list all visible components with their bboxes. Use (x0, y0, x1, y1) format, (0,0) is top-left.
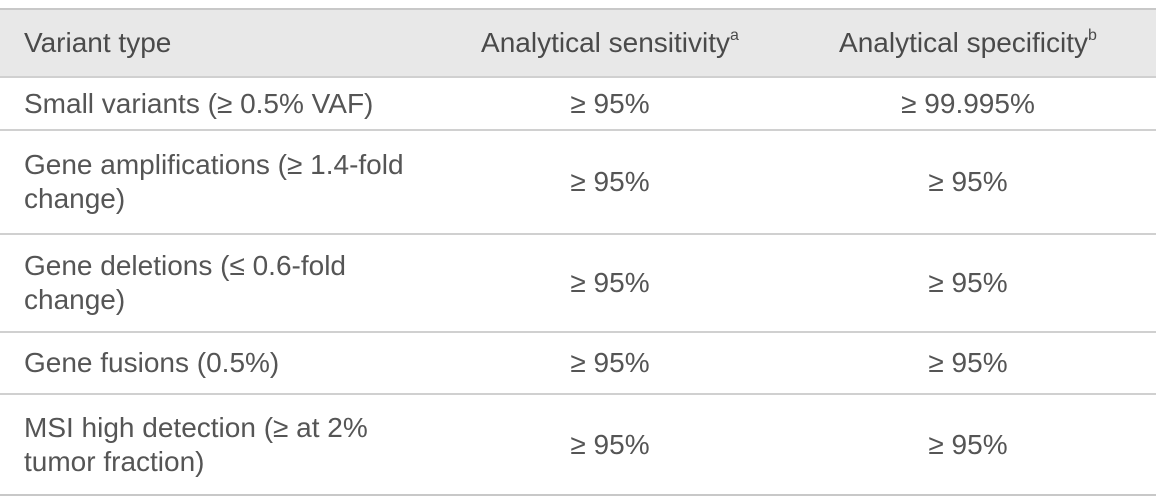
header-text: Analytical specificity (839, 27, 1089, 58)
table-cell: ≥ 99.995% (780, 76, 1156, 130)
table-cell: ≥ 95% (440, 393, 780, 496)
header-cell: Analytical sensitivitya (440, 8, 780, 77)
table-cell: ≥ 95% (440, 331, 780, 394)
cell-text: Small variants (≥ 0.5% VAF) (24, 87, 374, 119)
cell-text: ≥ 99.995% (901, 87, 1035, 119)
cell-text: ≥ 95% (570, 428, 650, 460)
cell-text: Gene deletions (≤ 0.6-fold change) (24, 250, 346, 315)
table-body: Small variants (≥ 0.5% VAF) ≥ 95% ≥ 99.995… (0, 76, 1156, 496)
table-row: MSI high detection (≥ at 2% tumor fracti… (0, 393, 1156, 496)
table-cell: ≥ 95% (780, 331, 1156, 394)
table-row: Gene amplifications (≥ 1.4-fold change) ≥… (0, 129, 1156, 234)
cell-text: ≥ 95% (570, 267, 650, 298)
table-header: Variant type Analytical sensitivitya Ana… (0, 8, 1156, 77)
cell-text: ≥ 95% (928, 166, 1008, 197)
cell-text: Gene fusions (0.5%) (24, 347, 280, 378)
footnote-marker: b (1088, 27, 1097, 44)
cell-text: ≥ 95% (928, 267, 1008, 298)
cell-text: ≥ 95% (570, 87, 650, 119)
table-cell: Gene deletions (≤ 0.6-fold change) (0, 233, 440, 332)
table-cell: Gene amplifications (≥ 1.4-fold change) (0, 129, 440, 234)
cell-text: ≥ 95% (928, 428, 1008, 460)
header-text: Variant type (24, 27, 172, 58)
table-row: Gene deletions (≤ 0.6-fold change) ≥ 95% ≥… (0, 233, 1156, 332)
table-cell: Small variants (≥ 0.5% VAF) (0, 76, 440, 130)
table-cell: ≥ 95% (780, 129, 1156, 234)
table-cell: MSI high detection (≥ at 2% tumor fracti… (0, 393, 440, 496)
table: Variant type Analytical sensitivitya Ana… (0, 8, 1156, 496)
table-row: Small variants (≥ 0.5% VAF) ≥ 95% ≥ 99.995… (0, 76, 1156, 130)
cell-text: ≥ 95% (570, 166, 650, 197)
cell-text: ≥ 95% (928, 347, 1008, 378)
cell-text: ≥ 95% (570, 347, 650, 378)
table-cell: ≥ 95% (440, 129, 780, 234)
table-cell: Gene fusions (0.5%) (0, 331, 440, 394)
table-cell: ≥ 95% (780, 233, 1156, 332)
footnote-marker: a (730, 27, 739, 44)
table-cell: ≥ 95% (780, 393, 1156, 496)
header-cell: Variant type (0, 8, 440, 77)
header-row: Variant type Analytical sensitivitya Ana… (0, 8, 1156, 77)
table-cell: ≥ 95% (440, 76, 780, 130)
table-row: Gene fusions (0.5%) ≥ 95% ≥ 95% (0, 331, 1156, 394)
cell-text: Gene amplifications (≥ 1.4-fold change) (24, 149, 404, 214)
header-text: Analytical sensitivity (481, 27, 731, 58)
cell-text: MSI high detection (≥ at 2% tumor fracti… (24, 411, 368, 477)
table-cell: ≥ 95% (440, 233, 780, 332)
header-cell: Analytical specificityb (780, 8, 1156, 77)
